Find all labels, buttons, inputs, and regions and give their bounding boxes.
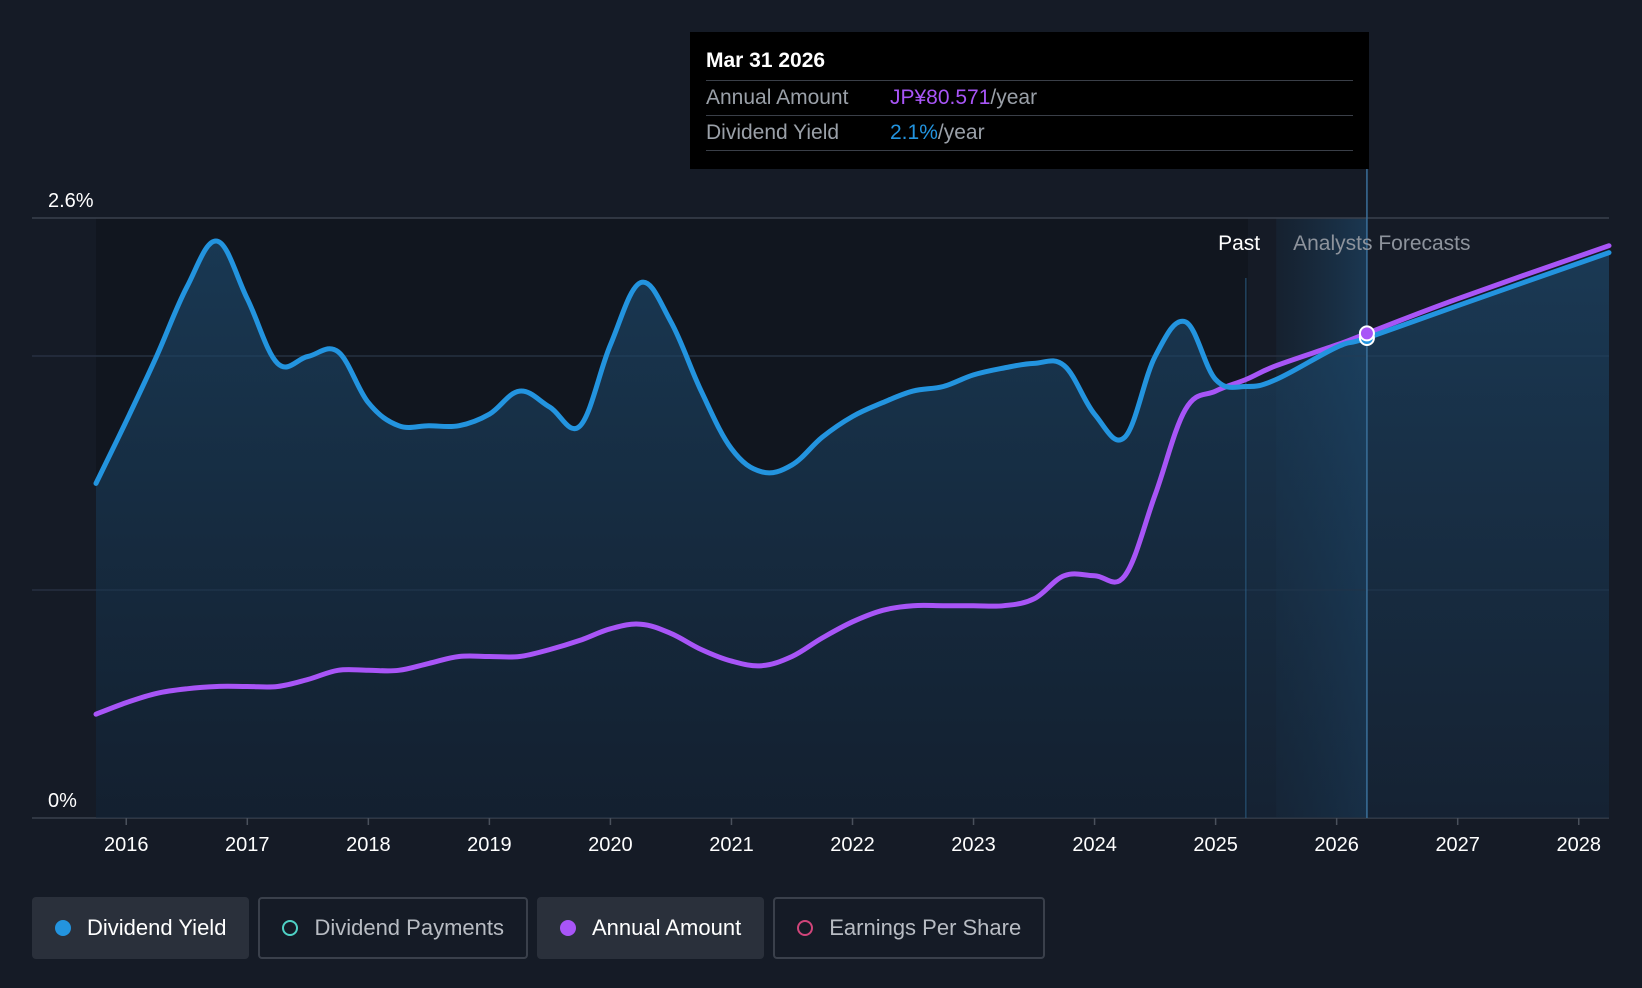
y-axis: 2.6% 0% — [48, 190, 94, 812]
x-tick-label: 2018 — [346, 834, 391, 856]
x-tick-label: 2020 — [588, 834, 633, 856]
past-label: Past — [1218, 232, 1260, 255]
x-tick-label: 2017 — [225, 834, 270, 856]
x-tick-label: 2019 — [467, 834, 512, 856]
x-tick-label: 2021 — [709, 834, 754, 856]
legend-dividend-yield[interactable]: Dividend Yield — [32, 897, 250, 959]
legend-label: Dividend Payments — [314, 915, 504, 940]
annual-amount-marker — [1358, 325, 1375, 342]
x-tick-label: 2027 — [1435, 834, 1480, 856]
tooltip-unit: /year — [937, 121, 985, 144]
legend-label: Annual Amount — [591, 915, 742, 940]
annual-amount-line — [93, 243, 1612, 717]
dividend-yield-area — [96, 240, 1609, 819]
tooltip-label: Dividend Yield — [706, 121, 840, 144]
x-tick-label: 2028 — [1556, 834, 1601, 856]
annual-amount-dot-icon — [559, 920, 576, 936]
tooltip-label: Annual Amount — [706, 86, 849, 109]
x-tick-label: 2023 — [951, 834, 996, 856]
legend-dividend-payments[interactable]: Dividend Payments — [258, 897, 528, 959]
tooltip-date: Mar 31 2026 — [706, 46, 1353, 81]
x-tick-label: 2022 — [830, 834, 875, 856]
legend-annual-amount[interactable]: Annual Amount — [536, 897, 765, 959]
dividend-yield-dot-icon — [55, 920, 71, 936]
y-tick-label: 2.6% — [48, 190, 94, 212]
x-tick-label: 2024 — [1072, 834, 1117, 856]
dividend-payments-ring-icon — [282, 920, 299, 936]
legend: Dividend Yield Dividend Payments Annual … — [32, 897, 1046, 959]
tooltip-row-dividend-yield: Dividend Yield 2.1% /year — [706, 116, 1353, 151]
x-tick-label: 2016 — [104, 834, 149, 856]
legend-earnings-per-share[interactable]: Earnings Per Share — [773, 897, 1046, 959]
earnings-per-share-ring-icon — [797, 920, 814, 936]
legend-label: Earnings Per Share — [829, 915, 1022, 940]
y-tick-label: 0% — [48, 790, 77, 812]
tooltip-unit: /year — [990, 86, 1038, 109]
legend-label: Dividend Yield — [87, 915, 227, 940]
dividend-yield-line — [93, 238, 1612, 486]
forecast-label: Analysts Forecasts — [1293, 232, 1470, 255]
x-tick-label: 2026 — [1314, 834, 1359, 856]
tooltip-row-annual-amount: Annual Amount JP¥80.571 /year — [706, 81, 1353, 116]
tooltip: Mar 31 2026 Annual Amount JP¥80.571 /yea… — [690, 32, 1369, 169]
x-axis: 2016 2017 2018 2019 2020 2021 2022 2023 2024 2025… — [104, 818, 1601, 856]
x-tick-label: 2025 — [1193, 834, 1238, 856]
tooltip-value: 2.1% — [890, 121, 938, 144]
tooltip-value: JP¥80.571 — [890, 86, 991, 109]
